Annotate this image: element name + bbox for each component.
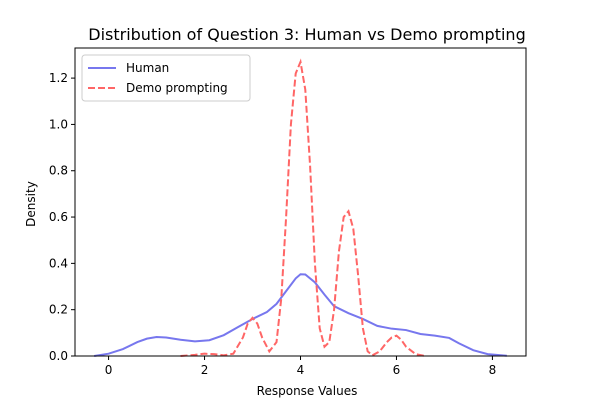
legend-label: Demo prompting xyxy=(126,81,228,95)
legend-label: Human xyxy=(126,61,169,75)
series-line-demo-prompting xyxy=(180,58,426,357)
x-tick-label: 6 xyxy=(393,363,401,377)
x-tick-label: 4 xyxy=(297,363,305,377)
series-line-human xyxy=(94,273,507,357)
y-tick-label: 0.8 xyxy=(49,164,68,178)
x-axis-ticks: 0 2 4 6 8 xyxy=(105,356,496,377)
x-tick-label: 2 xyxy=(201,363,209,377)
legend: Human Demo prompting xyxy=(81,54,251,102)
y-tick-label: 1.0 xyxy=(49,117,68,131)
plot-area xyxy=(94,58,507,357)
y-tick-label: 0.4 xyxy=(49,256,68,270)
chart-title: Distribution of Question 3: Human vs Dem… xyxy=(88,25,525,44)
y-axis-label: Density xyxy=(24,181,38,227)
x-tick-label: 0 xyxy=(105,363,113,377)
y-tick-label: 1.2 xyxy=(49,71,68,85)
y-tick-label: 0.2 xyxy=(49,303,68,317)
y-tick-label: 0.6 xyxy=(49,210,68,224)
legend-box xyxy=(81,54,251,102)
x-tick-label: 8 xyxy=(489,363,497,377)
x-axis-label: Response Values xyxy=(257,384,358,398)
y-axis-ticks: 0.0 0.2 0.4 0.6 0.8 1.0 1.2 xyxy=(49,71,75,363)
y-tick-label: 0.0 xyxy=(49,349,68,363)
